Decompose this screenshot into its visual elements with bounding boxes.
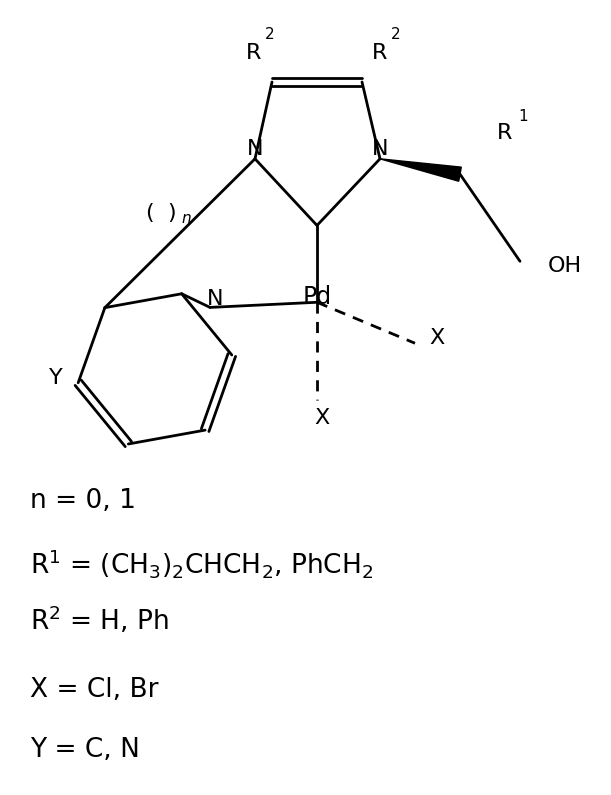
Text: X = Cl, Br: X = Cl, Br [30,677,158,704]
Text: N: N [207,289,223,309]
Text: n: n [181,211,191,227]
Text: X: X [430,328,445,348]
Text: R$^2$ = H, Ph: R$^2$ = H, Ph [30,605,169,636]
Text: 2: 2 [265,27,275,42]
Text: OH: OH [548,257,582,277]
Text: R: R [372,43,388,64]
Text: 1: 1 [518,109,528,124]
Text: R: R [246,43,262,64]
Polygon shape [380,159,461,181]
Text: n = 0, 1: n = 0, 1 [30,488,136,514]
Text: (: ( [145,203,154,223]
Text: N: N [247,138,263,158]
Text: N: N [371,138,388,158]
Text: R$^1$ = (CH$_3$)$_2$CHCH$_2$, PhCH$_2$: R$^1$ = (CH$_3$)$_2$CHCH$_2$, PhCH$_2$ [30,547,373,580]
Text: R: R [497,123,513,143]
Text: 2: 2 [391,27,401,42]
Text: Y: Y [49,367,63,388]
Text: Y = C, N: Y = C, N [30,737,140,763]
Text: X: X [315,408,329,428]
Text: ): ) [167,203,176,223]
Text: Pd: Pd [302,285,332,309]
